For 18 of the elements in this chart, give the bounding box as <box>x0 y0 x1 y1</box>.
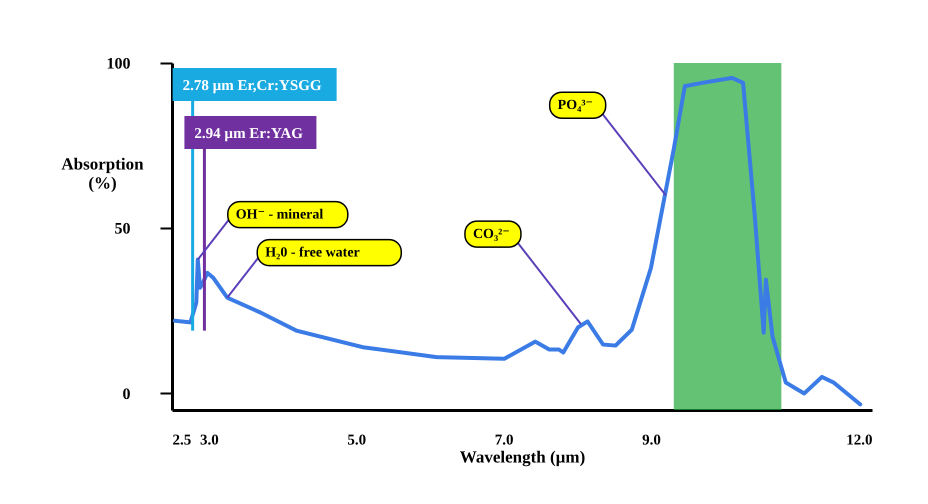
y-tick-label: 0 <box>122 386 130 403</box>
y-tick-label: 100 <box>106 56 130 72</box>
x-tick-label: 2.5 <box>172 432 192 448</box>
x-tick-label: 3.0 <box>200 432 219 448</box>
y-axis-title: Absorption (%) <box>61 154 144 192</box>
x-tick-label: 7.0 <box>494 432 514 448</box>
ref-line-label: 2.78 µm Er,Cr:YSGG <box>182 78 322 94</box>
x-axis-title: Wavelength (µm) <box>460 448 586 466</box>
annotation: H₂0 - free water <box>265 246 360 261</box>
x-tick-label: 9.0 <box>642 432 661 448</box>
line-series <box>172 76 862 406</box>
annotation: CO₃²⁻ <box>472 227 510 242</box>
x-tick-label: 5.0 <box>347 432 366 448</box>
x-tick-label: 12.0 <box>846 432 872 448</box>
annotation: PO₄³⁻ <box>558 98 593 114</box>
ref-line-label: 2.94 µm Er:YAG <box>194 126 304 142</box>
annotation: OH⁻ - mineral <box>236 208 324 223</box>
y-tick-label: 50 <box>114 220 130 238</box>
